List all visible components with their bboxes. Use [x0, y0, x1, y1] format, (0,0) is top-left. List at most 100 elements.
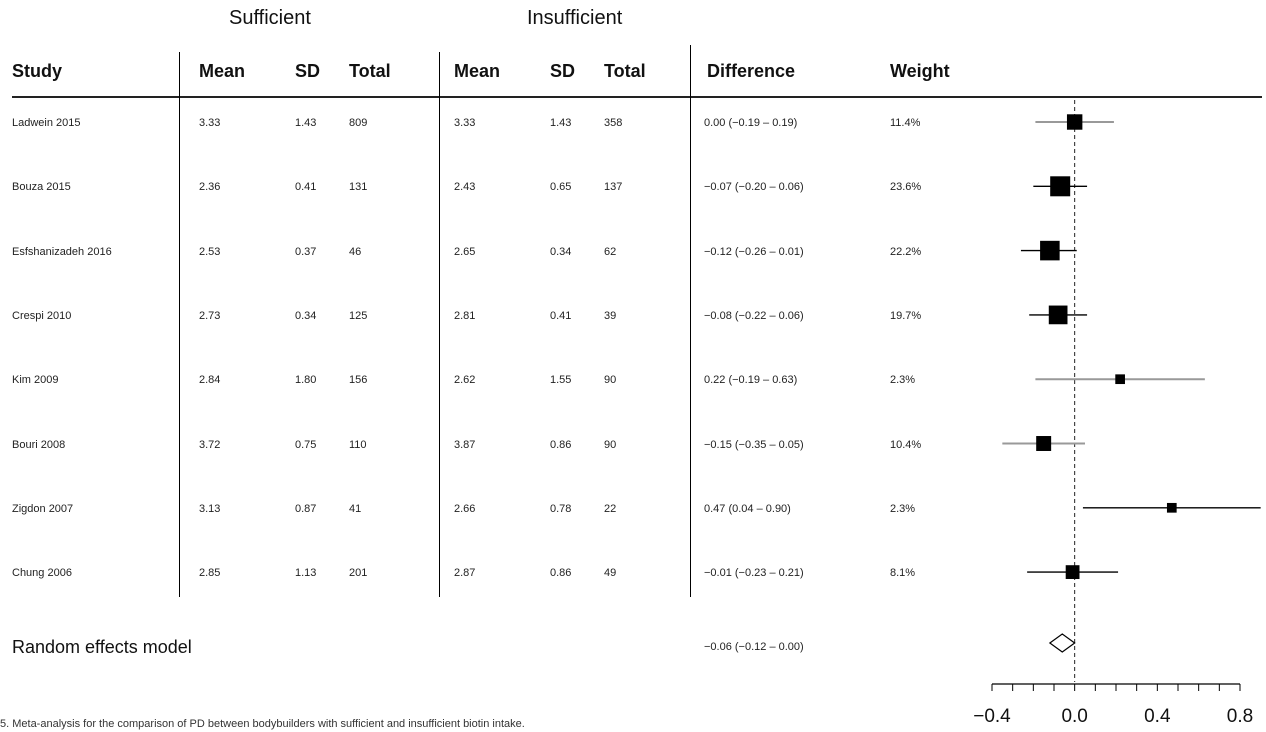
- study-name: Kim 2009: [12, 374, 59, 386]
- table-cell: 3.13: [199, 503, 221, 515]
- column-divider-1: [179, 52, 180, 597]
- table-cell: −0.15 (−0.35 – 0.05): [704, 439, 804, 451]
- figure-caption: 5. Meta-analysis for the comparison of P…: [0, 718, 525, 730]
- table-cell: 2.62: [454, 374, 476, 386]
- table-cell: 39: [604, 310, 617, 322]
- column-header: Difference: [707, 61, 796, 81]
- study-marker: [1065, 565, 1080, 579]
- table-cell: 1.43: [295, 117, 317, 129]
- table-cell: 90: [604, 374, 617, 386]
- x-tick-label: −0.4: [973, 706, 1011, 727]
- study-marker: [1048, 305, 1068, 325]
- study-name: Bouri 2008: [12, 439, 66, 451]
- table-cell: 1.13: [295, 567, 317, 579]
- study-name: Ladwein 2015: [12, 117, 81, 129]
- table-cell: −0.07 (−0.20 – 0.06): [704, 181, 804, 193]
- column-header: Mean: [454, 61, 501, 81]
- column-header: Total: [349, 61, 391, 81]
- table-cell: −0.01 (−0.23 – 0.21): [704, 567, 804, 579]
- study-marker: [1166, 502, 1177, 513]
- table-cell: −0.08 (−0.22 – 0.06): [704, 310, 804, 322]
- table-cell: 19.7%: [890, 310, 922, 322]
- column-header: SD: [550, 61, 576, 81]
- random-effects-value: −0.06 (−0.12 – 0.00): [704, 641, 804, 653]
- table-cell: 2.43: [454, 181, 476, 193]
- table-cell: 2.3%: [890, 503, 916, 515]
- table-cell: −0.12 (−0.26 – 0.01): [704, 246, 804, 258]
- column-header: Mean: [199, 61, 246, 81]
- table-cell: 110: [349, 439, 367, 451]
- table-cell: 2.66: [454, 503, 476, 515]
- table-cell: 3.72: [199, 439, 221, 451]
- group-insufficient-label: Insufficient: [527, 7, 623, 29]
- column-divider-3: [690, 45, 691, 597]
- table-cell: 10.4%: [890, 439, 922, 451]
- table-cell: 0.00 (−0.19 – 0.19): [704, 117, 798, 129]
- table-cell: 1.43: [550, 117, 572, 129]
- group-sufficient-label: Sufficient: [229, 7, 311, 29]
- table-cell: 0.41: [550, 310, 572, 322]
- table-cell: 0.75: [295, 439, 317, 451]
- table-cell: 0.34: [295, 310, 317, 322]
- table-cell: 1.80: [295, 374, 317, 386]
- table-cell: 2.73: [199, 310, 221, 322]
- table-cell: 156: [349, 374, 368, 386]
- table-cell: 201: [349, 567, 368, 579]
- table-cell: 2.53: [199, 246, 221, 258]
- table-cell: 0.22 (−0.19 – 0.63): [704, 374, 798, 386]
- table-cell: 3.33: [199, 117, 221, 129]
- table-cell: 62: [604, 246, 617, 258]
- table-cell: 2.81: [454, 310, 476, 322]
- column-header: Total: [604, 61, 646, 81]
- study-marker: [1066, 114, 1083, 130]
- table-cell: 0.86: [550, 567, 572, 579]
- study-marker: [1115, 374, 1125, 385]
- table-cell: 22: [604, 503, 617, 515]
- table-cell: 0.47 (0.04 – 0.90): [704, 503, 791, 515]
- study-marker: [1040, 240, 1060, 261]
- table-cell: 0.86: [550, 439, 572, 451]
- table-cell: 3.87: [454, 439, 476, 451]
- table-cell: 90: [604, 439, 617, 451]
- table-cell: 0.37: [295, 246, 317, 258]
- column-header: Study: [12, 61, 63, 81]
- table-cell: 22.2%: [890, 246, 922, 258]
- header-rule: [12, 96, 1262, 98]
- study-name: Zigdon 2007: [12, 503, 74, 515]
- table-cell: 137: [604, 181, 623, 193]
- table-cell: 0.65: [550, 181, 572, 193]
- table-cell: 2.36: [199, 181, 221, 193]
- table-cell: 46: [349, 246, 362, 258]
- table-cell: 2.87: [454, 567, 476, 579]
- table-cell: 0.78: [550, 503, 572, 515]
- study-name: Esfshanizadeh 2016: [12, 246, 112, 258]
- table-cell: 809: [349, 117, 368, 129]
- table-cell: 131: [349, 181, 368, 193]
- table-cell: 2.65: [454, 246, 476, 258]
- table-cell: 3.33: [454, 117, 476, 129]
- table-cell: 2.84: [199, 374, 221, 386]
- table-cell: 0.41: [295, 181, 317, 193]
- x-tick-label: 0.4: [1144, 706, 1171, 727]
- pooled-diamond: [1048, 633, 1076, 653]
- x-tick-label: 0.0: [1061, 706, 1087, 727]
- table-cell: 0.34: [550, 246, 572, 258]
- table-cell: 11.4%: [890, 117, 921, 129]
- table-cell: 1.55: [550, 374, 572, 386]
- study-name: Chung 2006: [12, 567, 72, 579]
- table-cell: 125: [349, 310, 368, 322]
- table-cell: 49: [604, 567, 617, 579]
- table-cell: 41: [349, 503, 362, 515]
- study-marker: [1036, 436, 1052, 451]
- table-cell: 2.3%: [890, 374, 916, 386]
- table-cell: 8.1%: [890, 567, 916, 579]
- table-cell: 0.87: [295, 503, 317, 515]
- table-cell: 23.6%: [890, 181, 922, 193]
- study-marker: [1050, 176, 1071, 197]
- study-name: Crespi 2010: [12, 310, 72, 322]
- column-divider-2: [439, 52, 440, 597]
- column-header: SD: [295, 61, 321, 81]
- column-header: Weight: [890, 61, 950, 81]
- x-tick-label: 0.8: [1227, 706, 1253, 727]
